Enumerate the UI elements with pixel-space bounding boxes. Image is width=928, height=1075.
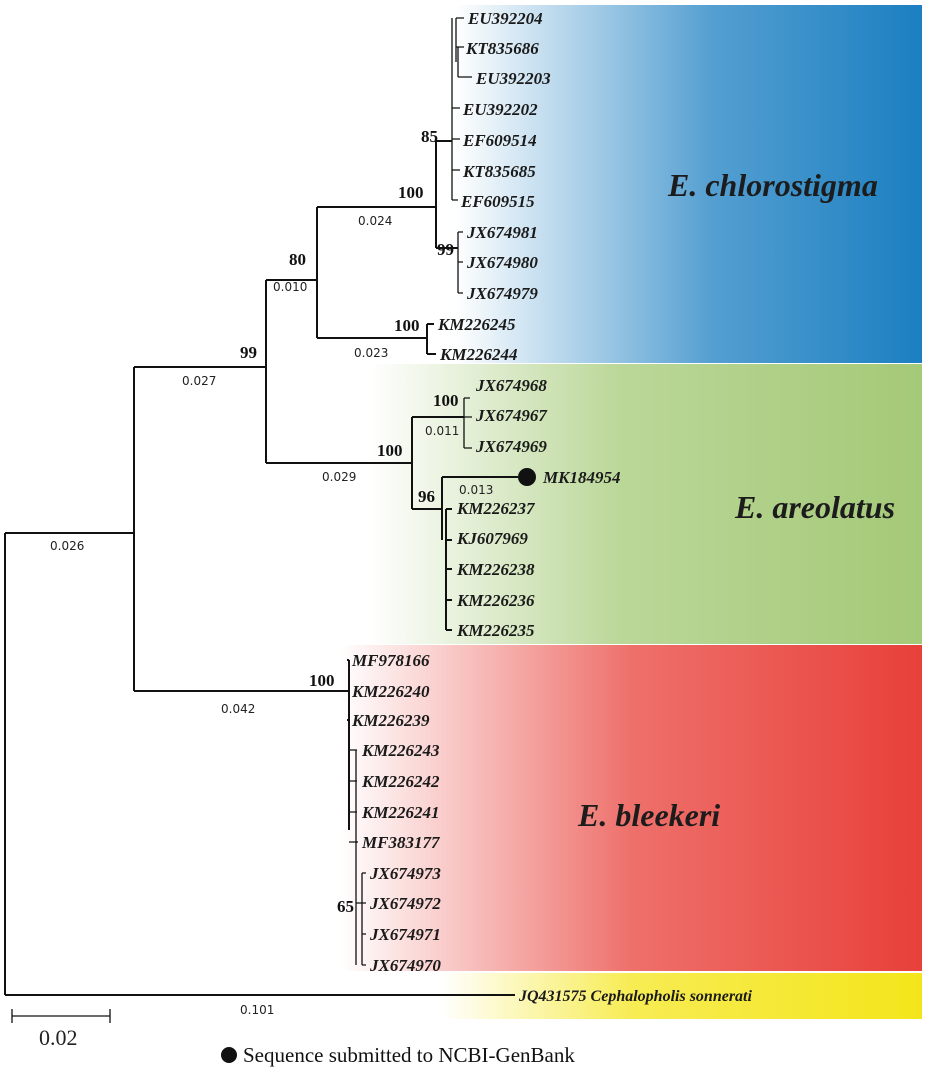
- legend-marker-icon: [221, 1047, 237, 1063]
- tip-label: JX674972: [369, 894, 441, 913]
- tip-label: KM226240: [351, 682, 430, 701]
- bootstrap-value: 99: [240, 343, 257, 362]
- bootstrap-value: 100: [377, 441, 403, 460]
- branch-length: 0.101: [240, 1003, 274, 1017]
- scale-bar-label: 0.02: [39, 1025, 78, 1050]
- tree-branches: [4, 17, 518, 996]
- bootstrap-value: 65: [337, 897, 354, 916]
- chlorostigma-clade-band: [455, 5, 922, 363]
- outgroup-band: [440, 973, 922, 1019]
- branch-length: 0.026: [50, 539, 84, 553]
- branch-length: 0.023: [354, 346, 388, 360]
- legend-text: Sequence submitted to NCBI-GenBank: [243, 1043, 575, 1067]
- branch-length: 0.011: [425, 424, 459, 438]
- tip-label: EF609514: [462, 131, 537, 150]
- tip-label: JX674979: [466, 284, 538, 303]
- clade-name-bleekeri: E. bleekeri: [577, 797, 720, 833]
- bootstrap-value: 100: [394, 316, 420, 335]
- bootstrap-value: 80: [289, 250, 306, 269]
- tip-label: KM226241: [361, 803, 439, 822]
- tip-labels: EU392204 KT835686 EU392203 EU392202 EF60…: [351, 9, 752, 1005]
- tip-label: EU392202: [462, 100, 538, 119]
- tip-label: JX674969: [475, 437, 547, 456]
- branch-length: 0.010: [273, 280, 307, 294]
- tip-label: JX674967: [475, 406, 548, 425]
- areolatus-clade-band: [370, 364, 922, 644]
- clade-name-areolatus: E. areolatus: [734, 489, 895, 525]
- tip-label: KM226237: [456, 499, 536, 518]
- genbank-submission-marker: [518, 468, 536, 486]
- tip-label: KM226239: [351, 711, 430, 730]
- tip-label: EF609515: [460, 192, 535, 211]
- tip-label: JX674970: [369, 956, 441, 975]
- tip-label: KM226235: [456, 621, 535, 640]
- legend: Sequence submitted to NCBI-GenBank: [221, 1043, 575, 1067]
- bleekeri-clade-band: [340, 645, 922, 971]
- bootstrap-value: 100: [309, 671, 335, 690]
- tip-label: MF978166: [351, 651, 430, 670]
- tip-label: MK184954: [542, 468, 620, 487]
- branch-length: 0.029: [322, 470, 356, 484]
- scale-bar: 0.02: [11, 1009, 111, 1050]
- tip-label: MF383177: [361, 833, 441, 852]
- tip-label: KJ607969: [456, 529, 528, 548]
- tip-label: KM226244: [439, 345, 517, 364]
- outgroup-label: JQ431575 Cephalopholis sonnerati: [518, 988, 752, 1005]
- tip-label: KM226242: [361, 772, 440, 791]
- clade-name-chlorostigma: E. chlorostigma: [667, 167, 878, 203]
- bootstrap-value: 96: [418, 487, 435, 506]
- branch-length-labels: 0.024 0.010 0.023 0.027 0.011 0.029 0.01…: [50, 214, 493, 1017]
- tip-label: JX674981: [466, 223, 538, 242]
- tip-label: JX674971: [369, 925, 441, 944]
- bootstrap-value: 99: [437, 240, 454, 259]
- bootstrap-values: 85 100 99 80 100 99 100 100 96 100 65: [240, 127, 459, 916]
- bootstrap-value: 100: [433, 391, 459, 410]
- tip-label: EU392204: [467, 9, 543, 28]
- bootstrap-value: 85: [421, 127, 438, 146]
- tip-label: KT835686: [465, 39, 539, 58]
- branch-length: 0.024: [358, 214, 392, 228]
- bootstrap-value: 100: [398, 183, 424, 202]
- tip-label: KM226243: [361, 741, 440, 760]
- branch-length: 0.042: [221, 702, 255, 716]
- tip-label: KM226238: [456, 560, 535, 579]
- branch-length: 0.013: [459, 483, 493, 497]
- tip-label: JX674973: [369, 864, 441, 883]
- tip-label: KM226236: [456, 591, 535, 610]
- tip-label: KT835685: [462, 162, 536, 181]
- tip-label: EU392203: [475, 69, 551, 88]
- tip-label: KM226245: [437, 315, 516, 334]
- tip-label: JX674968: [475, 376, 547, 395]
- tip-label: JX674980: [466, 253, 538, 272]
- branch-length: 0.027: [182, 374, 216, 388]
